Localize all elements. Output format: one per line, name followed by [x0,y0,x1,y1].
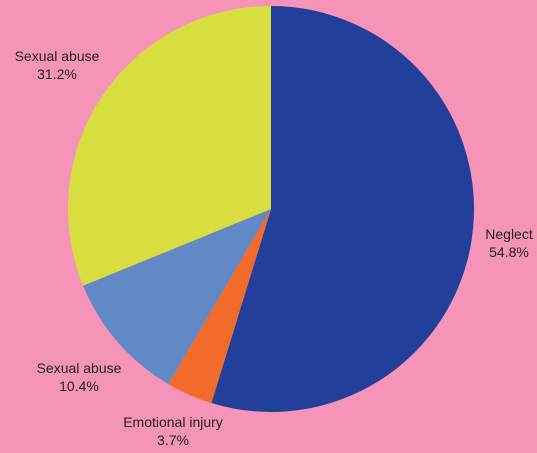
pie-slice-1 [211,5,475,412]
slice-value-2: 3.7% [157,432,189,448]
slice-label-2: Emotional injury [123,414,223,430]
slice-label-3: Sexual abuse [37,360,122,376]
pie-slice-4 [68,6,271,286]
pie-labels: Neglect 54.8% Emotional injury 3.7% Sexual a… [15,48,533,448]
slice-value-4: 31.2% [37,66,77,82]
pie-slice-3 [83,209,271,385]
pie-slice-2 [168,209,271,404]
slice-label-1: Neglect [485,226,533,242]
slice-value-1: 54.8% [489,244,529,260]
slice-value-3: 10.4% [59,378,99,394]
slice-label-4: Sexual abuse [15,48,100,64]
pie-slices [68,5,475,412]
